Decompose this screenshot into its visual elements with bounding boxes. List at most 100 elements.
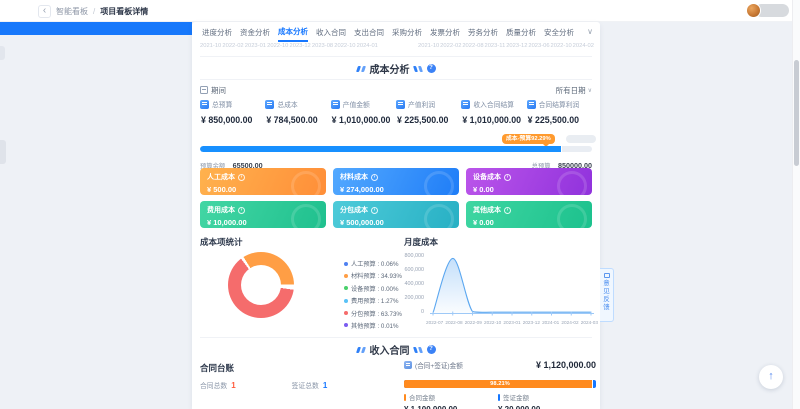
contract-count-value[interactable]: 1 (231, 381, 235, 390)
avatar[interactable] (746, 3, 761, 18)
faded-badge (566, 135, 596, 143)
ghost-date-label: 2024-02 (573, 43, 594, 49)
help-icon[interactable] (427, 345, 436, 354)
ghost-date-label: 2022-10 (551, 43, 572, 49)
cost-card-header: 其他成本 (473, 205, 585, 215)
arrow-right-icon[interactable] (371, 207, 378, 214)
x-axis-tick: 2024-02 (561, 320, 578, 325)
ghost-date-label: 2021-10 (200, 43, 221, 49)
date-filter-value: 所有日期 (556, 85, 586, 96)
ghost-date-label: 2023-06 (528, 43, 549, 49)
tab-劳务分析[interactable]: 劳务分析 (468, 24, 498, 41)
cost-card-设备成本[interactable]: 设备成本¥ 0.00 (466, 168, 592, 195)
chevron-down-icon[interactable] (587, 27, 593, 36)
arrow-right-icon[interactable] (238, 174, 245, 181)
tab-安全分析[interactable]: 安全分析 (544, 24, 574, 41)
tab-资金分析[interactable]: 资金分析 (240, 24, 270, 41)
stat-value: ¥ 1,010,000.00 (461, 115, 526, 125)
tab-收入合同[interactable]: 收入合同 (316, 24, 346, 41)
document-icon (331, 100, 340, 109)
help-icon[interactable] (427, 64, 436, 73)
stat-label: 收入合同结算 (473, 99, 514, 109)
x-axis-tick: 2024-01 (542, 320, 559, 325)
amount-row: (合同+签证)金额 ¥ 1,120,000.00 (404, 360, 596, 370)
tab-发票分析[interactable]: 发票分析 (430, 24, 460, 41)
title-decor-icon (414, 347, 423, 353)
donut-chart-title: 成本项统计 (200, 236, 243, 248)
legend-dot (344, 323, 348, 327)
arrow-right-icon[interactable] (504, 174, 511, 181)
breadcrumb-separator: / (93, 7, 95, 16)
cost-card-header: 材料成本 (340, 172, 452, 182)
document-icon (404, 361, 412, 369)
cost-card-header: 费用成本 (207, 205, 319, 215)
visa-amount-label: 签证金额 (503, 392, 529, 402)
donut-legend-item-其他预算[interactable]: 其他预算 : 0.01% (344, 321, 402, 330)
tab-成本分析[interactable]: 成本分析 (278, 23, 308, 42)
cost-card-label: 其他成本 (473, 205, 501, 215)
stat-value: ¥ 225,500.00 (396, 115, 461, 125)
visa-amount-value: ¥ 20,000.00 (498, 405, 540, 409)
document-icon (200, 100, 209, 109)
cost-card-value: ¥ 0.00 (473, 218, 585, 227)
cost-card-人工成本[interactable]: 人工成本 ¥ 500.00 (200, 168, 326, 195)
cost-cards-grid: 人工成本 ¥ 500.00 材料成本 ¥ 274,000.00 设备成本¥ 0.00 费用… (200, 168, 592, 228)
tab-支出合同[interactable]: 支出合同 (354, 24, 384, 41)
breadcrumb-parent[interactable]: 智能看板 (56, 6, 88, 17)
cost-section-title: 成本分析 (370, 61, 410, 76)
cost-card-其他成本[interactable]: 其他成本 ¥ 0.00 (466, 201, 592, 228)
divider (200, 56, 592, 57)
legend-dot (344, 262, 348, 266)
tab-采购分析[interactable]: 采购分析 (392, 24, 422, 41)
drawer-handle[interactable] (0, 140, 6, 164)
page-title: 项目看板详情 (100, 6, 148, 17)
chevron-down-icon: ∨ (588, 87, 592, 94)
ghost-date-label: 2023-01 (245, 43, 266, 49)
visa-count-value[interactable]: 1 (323, 381, 327, 390)
stat-合同结算利润: 合同结算利润¥ 225,500.00 (527, 99, 592, 125)
arrow-right-icon[interactable] (504, 207, 511, 214)
ledger-title: 合同台账 (200, 362, 234, 374)
back-icon[interactable] (38, 5, 51, 18)
x-axis-tick: 2023-12 (523, 320, 540, 325)
visa-count-label: 签证总数 (292, 380, 319, 390)
scrollbar-thumb[interactable] (794, 60, 799, 166)
back-to-top-button[interactable]: ↑ (759, 365, 783, 389)
stat-总预算: 总预算¥ 850,000.00 (200, 99, 265, 125)
period-label-group: 期间 (200, 85, 226, 96)
title-decor-icon (357, 66, 366, 72)
cost-card-value: ¥ 500.00 (207, 185, 319, 194)
ghost-date-label: 2022-08 (462, 43, 483, 49)
cost-card-材料成本[interactable]: 材料成本 ¥ 274,000.00 (333, 168, 459, 195)
arrow-right-icon[interactable] (238, 207, 245, 214)
ghost-dates-right: 2021-102022-022022-082023-112023-122023-… (418, 43, 594, 49)
cost-card-label: 人工成本 (207, 172, 235, 182)
arrow-right-icon[interactable] (371, 174, 378, 181)
feedback-side-tab[interactable]: 意见反馈 (600, 268, 614, 322)
contract-amount-value: ¥ 1,100,000.00 (404, 405, 457, 409)
cost-card-费用成本[interactable]: 费用成本¥ 10,000.00 (200, 201, 326, 228)
stat-header: 总成本 (265, 99, 330, 109)
ghost-date-label: 2023-12 (506, 43, 527, 49)
stat-header: 收入合同结算 (461, 99, 526, 109)
date-filter-dropdown[interactable]: 所有日期 ∨ (556, 85, 592, 96)
cost-card-label: 费用成本 (207, 205, 235, 215)
monthly-cost-chart (428, 252, 596, 318)
tab-进度分析[interactable]: 进度分析 (202, 24, 232, 41)
contract-count-label: 合同总数 (200, 380, 227, 390)
stat-value: ¥ 784,500.00 (265, 115, 330, 125)
cost-card-分包成本[interactable]: 分包成本¥ 500,000.00 (333, 201, 459, 228)
stat-value: ¥ 1,010,000.00 (331, 115, 396, 125)
stat-header: 合同结算利润 (527, 99, 592, 109)
title-decor-icon (414, 66, 423, 72)
stat-label: 合同结算利润 (539, 99, 580, 109)
sidebar-collapse-handle[interactable] (0, 46, 5, 60)
ghost-date-label: 2022-02 (440, 43, 461, 49)
cost-card-value: ¥ 274,000.00 (340, 185, 452, 194)
amount-label: (合同+签证)金额 (415, 360, 463, 370)
tab-质量分析[interactable]: 质量分析 (506, 24, 536, 41)
document-icon (461, 100, 470, 109)
x-axis-tick: 2022-08 (445, 320, 462, 325)
stat-value: ¥ 850,000.00 (200, 115, 265, 125)
stat-产值利润: 产值利润¥ 225,500.00 (396, 99, 461, 125)
